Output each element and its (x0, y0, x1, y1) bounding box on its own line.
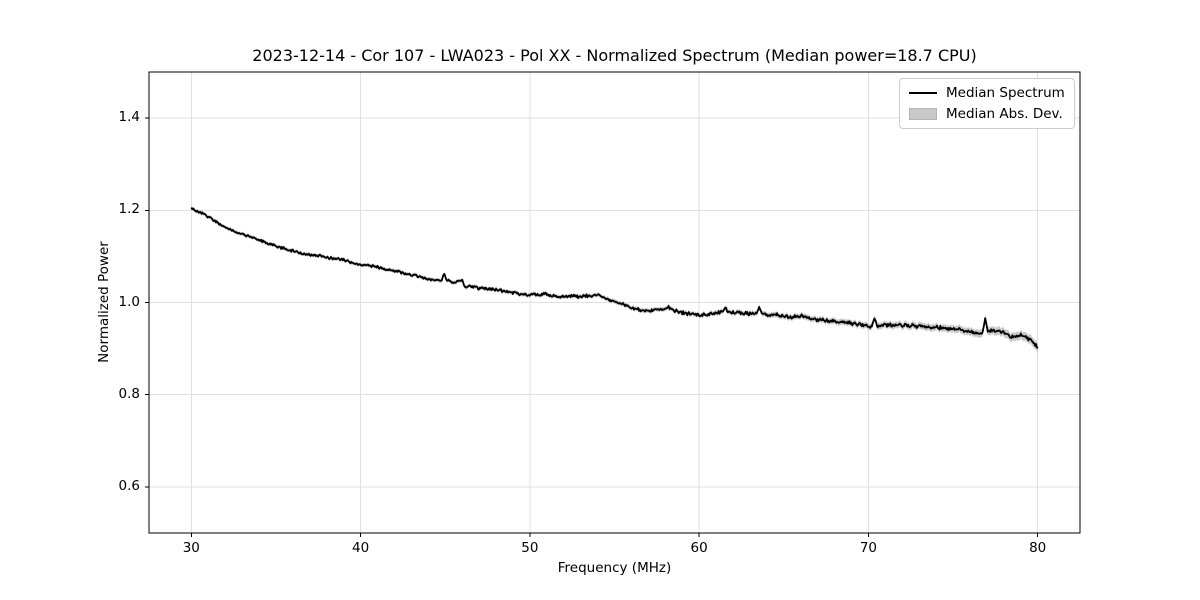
y-axis-label: Normalized Power (96, 241, 112, 363)
x-tick-label-80: 80 (1029, 540, 1047, 556)
legend-label-median-spectrum: Median Spectrum (946, 85, 1065, 101)
legend-label-median-abs-dev: Median Abs. Dev. (946, 106, 1063, 122)
chart-title: 2023-12-14 - Cor 107 - LWA023 - Pol XX -… (252, 46, 977, 65)
x-axis-label: Frequency (MHz) (557, 560, 672, 576)
y-tick-label-1.4: 1.4 (118, 109, 140, 126)
median-spectrum-line (190, 207, 1039, 349)
y-tick-label-0.8: 0.8 (118, 385, 140, 402)
median-abs-dev-band (191, 205, 1038, 353)
legend-item-median-abs-dev: Median Abs. Dev. (909, 104, 1065, 124)
legend-item-median-spectrum: Median Spectrum (909, 83, 1065, 103)
patch-swatch-icon (909, 108, 937, 120)
x-tick-label-50: 50 (521, 540, 539, 556)
y-tick-label-1.2: 1.2 (118, 201, 140, 218)
x-tick-label-70: 70 (859, 540, 877, 556)
x-tick-label-40: 40 (351, 540, 370, 556)
legend: Median Spectrum Median Abs. Dev. (899, 78, 1075, 129)
x-tick-label-30: 30 (182, 540, 200, 556)
y-tick-label-1.0: 1.0 (118, 293, 140, 310)
line-swatch-icon (909, 92, 937, 94)
x-tick-label-60: 60 (690, 540, 708, 556)
y-tick-label-0.6: 0.6 (118, 477, 140, 494)
